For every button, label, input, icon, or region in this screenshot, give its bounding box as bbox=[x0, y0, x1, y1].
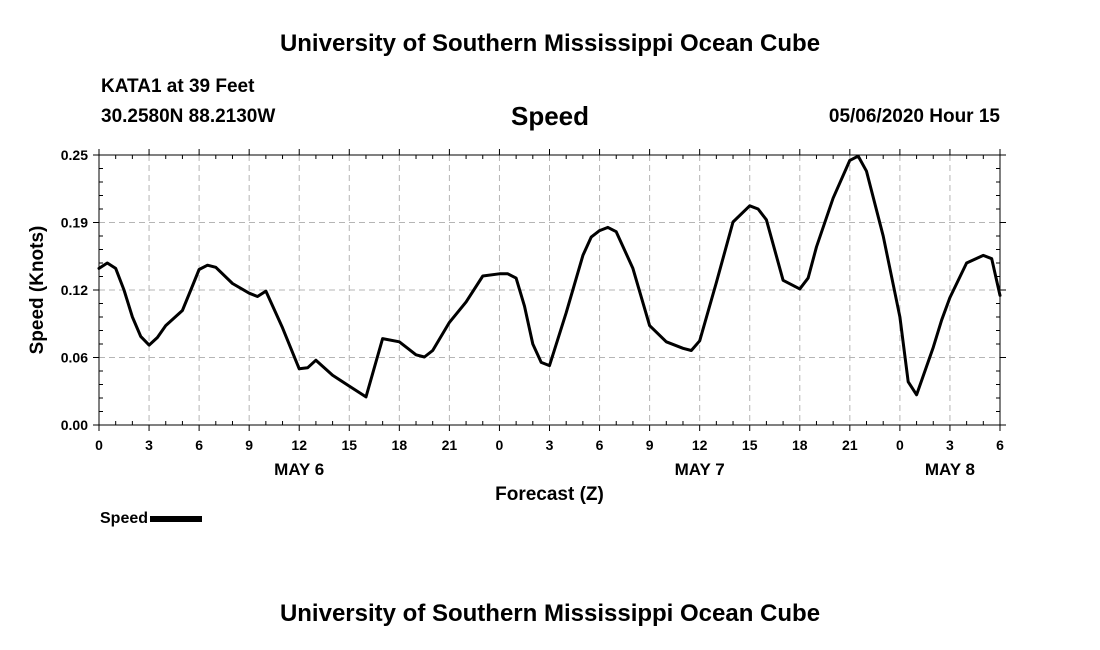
x-tick-label: 3 bbox=[145, 437, 153, 453]
legend-swatch bbox=[150, 515, 203, 522]
x-tick-label: 9 bbox=[245, 437, 253, 453]
station-coordinates: 30.2580N 88.2130W bbox=[101, 106, 276, 127]
x-tick-label: 0 bbox=[896, 437, 904, 453]
x-tick-label: 18 bbox=[792, 437, 808, 453]
day-label: MAY 7 bbox=[675, 460, 725, 479]
y-tick-label: 0.12 bbox=[61, 282, 88, 298]
y-tick-label: 0.25 bbox=[61, 147, 88, 163]
x-tick-label: 15 bbox=[341, 437, 357, 453]
day-label: MAY 6 bbox=[274, 460, 324, 479]
x-tick-label: 0 bbox=[95, 437, 103, 453]
x-axis-ticks: 0 3 6 9 12 15 18 21 0 3 6 9 12 15 18 21 0 3 6 bbox=[95, 149, 1004, 453]
y-tick-label: 0.19 bbox=[61, 215, 88, 231]
x-tick-label: 21 bbox=[842, 437, 858, 453]
footer-title: University of Southern Mississippi Ocean… bbox=[279, 600, 821, 627]
report-title: University of Southern Mississippi Ocean… bbox=[279, 30, 821, 57]
x-tick-label: 3 bbox=[946, 437, 954, 453]
x-tick-label: 6 bbox=[596, 437, 604, 453]
x-tick-label: 12 bbox=[692, 437, 708, 453]
x-tick-label: 12 bbox=[291, 437, 307, 453]
forecast-datetime: 05/06/2020 Hour 15 bbox=[828, 106, 1000, 127]
chart-legend: Speed bbox=[100, 510, 203, 528]
x-tick-label: 6 bbox=[195, 437, 203, 453]
x-tick-label: 6 bbox=[996, 437, 1004, 453]
chart-title: Speed bbox=[510, 101, 590, 131]
y-tick-label: 0.06 bbox=[61, 350, 88, 366]
x-axis-label: Forecast (Z) bbox=[495, 484, 604, 505]
x-tick-label: 0 bbox=[496, 437, 504, 453]
station-label: KATA1 at 39 Feet bbox=[101, 76, 255, 97]
grid-lines bbox=[99, 155, 1000, 425]
y-tick-label: 0.00 bbox=[61, 417, 88, 433]
x-tick-label: 18 bbox=[392, 437, 408, 453]
x-tick-label: 15 bbox=[742, 437, 758, 453]
x-tick-label: 3 bbox=[546, 437, 554, 453]
y-axis-ticks: 0.00 0.06 0.12 0.19 0.25 bbox=[61, 147, 1006, 433]
x-tick-label: 9 bbox=[646, 437, 654, 453]
x-tick-label: 21 bbox=[442, 437, 458, 453]
day-label: MAY 8 bbox=[925, 460, 975, 479]
day-labels: MAY 6 MAY 7 MAY 8 bbox=[274, 460, 975, 479]
legend-label: Speed bbox=[100, 510, 149, 527]
speed-series-line bbox=[97, 154, 1002, 399]
minor-ticks bbox=[99, 155, 1000, 425]
y-axis-label: Speed (Knots) bbox=[27, 226, 48, 355]
